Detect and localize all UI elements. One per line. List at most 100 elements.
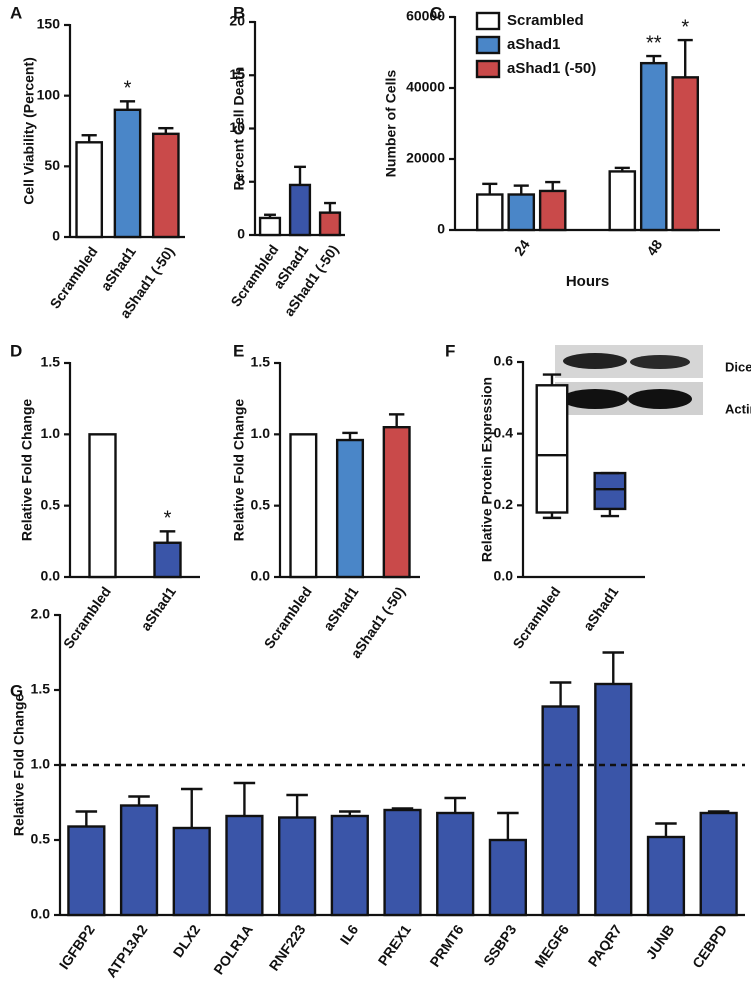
y-axis-label: Relative Protein Expression (479, 377, 495, 562)
x-tick-label: JUNB (642, 922, 677, 962)
x-tick-label: aShad1 (320, 584, 362, 634)
x-tick-label: IL6 (337, 921, 362, 947)
error-bar (677, 38, 693, 78)
x-tick-label: DLX2 (170, 922, 204, 961)
error-bar (324, 201, 336, 213)
error-bar (159, 530, 176, 543)
error-bar (391, 807, 414, 810)
x-tick-label: aShad1 (97, 244, 139, 294)
x-tick-label: Scrambled (261, 584, 315, 652)
blot-band (563, 353, 627, 369)
error-bar (264, 213, 276, 218)
x-tick-label: Scrambled (46, 244, 100, 312)
error-bar (482, 182, 498, 195)
y-tick-label: 0.5 (31, 831, 51, 847)
bar (278, 816, 317, 917)
error-bar (549, 681, 572, 707)
bar (113, 108, 142, 239)
y-tick-label: 0.0 (251, 568, 271, 584)
error-bar (497, 811, 519, 840)
y-tick-label: 1.5 (41, 354, 61, 370)
bar (289, 433, 318, 579)
bar (318, 211, 342, 237)
bar (507, 193, 536, 232)
y-tick-label: 100 (37, 86, 61, 102)
bar (639, 61, 668, 232)
y-tick-label: 5 (237, 172, 245, 188)
x-tick-label: POLR1A (210, 922, 256, 978)
x-tick-label: Scrambled (60, 584, 114, 652)
bar (330, 814, 369, 917)
error-bar (294, 165, 306, 185)
error-bar (602, 651, 625, 684)
y-tick-label: 1.0 (251, 425, 271, 441)
y-axis-label: Relative Fold Change (231, 399, 247, 542)
legend-label: aShad1 (-50) (507, 60, 596, 77)
bar (699, 811, 738, 917)
x-tick-label: Scrambled (227, 242, 281, 310)
y-tick-label: 15 (229, 66, 245, 82)
bar (488, 838, 528, 917)
legend-swatch (475, 59, 501, 79)
bar (153, 541, 182, 579)
error-bar (513, 184, 529, 195)
x-tick-label: Scrambled (509, 584, 563, 652)
legend-label: Scrambled (507, 12, 584, 29)
error-bar (75, 810, 98, 827)
legend-swatch (475, 11, 501, 31)
bar (119, 804, 159, 917)
significance-label: * (164, 508, 172, 530)
bar (151, 132, 180, 239)
blot-label: Dicer1 (725, 359, 751, 374)
error-bar (158, 126, 174, 134)
x-tick-label: aShad1 (580, 584, 622, 634)
bar (436, 811, 475, 917)
bar (335, 438, 365, 579)
x-tick-label: MEGF6 (531, 921, 572, 970)
y-axis-label: Cell Viability (Percent) (21, 57, 37, 205)
y-tick-label: 40000 (406, 79, 445, 95)
bar (67, 825, 106, 917)
bar (594, 682, 633, 917)
x-tick-label: RNF223 (266, 922, 309, 974)
panel-letter: B (233, 3, 245, 22)
panel-letter: A (10, 3, 22, 22)
bar (258, 216, 282, 237)
error-bar (707, 810, 730, 813)
blot-band (562, 389, 628, 409)
panel-letter: F (445, 341, 455, 360)
box (593, 471, 627, 511)
error-bar (339, 810, 361, 816)
bar (382, 426, 411, 579)
y-tick-label: 0 (437, 221, 445, 237)
legend-label: aShad1 (507, 36, 560, 53)
panel-letter: G (10, 681, 23, 700)
y-tick-label: 1.5 (31, 681, 51, 697)
error-bar (388, 413, 405, 428)
y-tick-label: 1.0 (41, 425, 61, 441)
panel-letter: D (10, 341, 22, 360)
error-bar (545, 180, 561, 191)
y-tick-label: 10 (229, 119, 245, 135)
bar (75, 141, 104, 239)
error-bar (342, 431, 358, 441)
x-tick-label: PAQR7 (585, 921, 625, 969)
y-tick-label: 2.0 (31, 606, 51, 622)
y-tick-label: 0.0 (31, 906, 51, 922)
error-bar (81, 134, 97, 143)
legend-swatch (475, 35, 501, 55)
error-bar (444, 796, 466, 813)
y-tick-label: 50 (44, 157, 60, 173)
error-bar (286, 793, 308, 818)
western-blot (555, 345, 703, 415)
y-tick-label: 0 (237, 226, 245, 242)
bar (608, 170, 637, 232)
blot-band (630, 355, 690, 369)
x-tick-label: 48 (643, 236, 665, 258)
blot-label: Actin (725, 401, 751, 416)
error-bar (128, 795, 150, 806)
bar (88, 433, 117, 579)
bar (671, 76, 700, 232)
bar (538, 189, 567, 232)
